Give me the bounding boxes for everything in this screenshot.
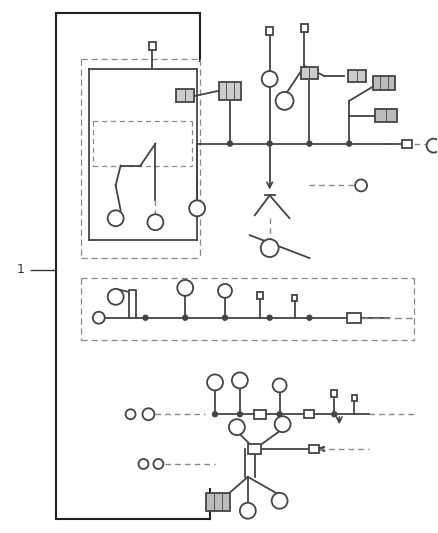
Circle shape bbox=[275, 416, 290, 432]
Circle shape bbox=[355, 180, 367, 191]
Circle shape bbox=[227, 141, 233, 146]
Circle shape bbox=[108, 289, 124, 305]
Circle shape bbox=[93, 312, 105, 324]
Bar bbox=[309, 445, 319, 453]
Circle shape bbox=[332, 411, 337, 417]
Bar bbox=[352, 395, 357, 401]
Circle shape bbox=[223, 315, 227, 320]
Bar bbox=[301, 25, 308, 32]
Bar bbox=[301, 67, 318, 79]
Bar bbox=[149, 42, 156, 50]
Bar bbox=[248, 444, 261, 454]
Bar bbox=[304, 410, 314, 418]
Circle shape bbox=[427, 139, 438, 152]
Circle shape bbox=[237, 411, 242, 417]
Circle shape bbox=[218, 284, 232, 298]
Circle shape bbox=[240, 503, 256, 519]
Circle shape bbox=[138, 459, 148, 469]
Circle shape bbox=[126, 409, 135, 419]
Bar bbox=[257, 293, 263, 300]
Circle shape bbox=[267, 315, 272, 320]
Circle shape bbox=[207, 375, 223, 390]
Bar bbox=[219, 82, 241, 100]
Circle shape bbox=[267, 141, 272, 146]
Circle shape bbox=[148, 214, 163, 230]
Circle shape bbox=[307, 315, 312, 320]
Circle shape bbox=[276, 92, 293, 110]
Circle shape bbox=[108, 211, 124, 226]
Circle shape bbox=[177, 280, 193, 296]
Circle shape bbox=[229, 419, 245, 435]
Circle shape bbox=[273, 378, 286, 392]
Circle shape bbox=[347, 141, 352, 146]
Bar bbox=[402, 140, 412, 148]
Bar bbox=[373, 76, 395, 91]
Circle shape bbox=[261, 239, 279, 257]
Circle shape bbox=[307, 141, 312, 146]
Bar bbox=[266, 27, 273, 35]
Circle shape bbox=[277, 411, 282, 417]
Circle shape bbox=[262, 71, 278, 87]
Bar bbox=[205, 493, 230, 511]
Circle shape bbox=[153, 459, 163, 469]
Bar bbox=[176, 90, 194, 102]
Circle shape bbox=[143, 315, 148, 320]
Circle shape bbox=[189, 200, 205, 216]
Bar bbox=[347, 313, 361, 322]
Circle shape bbox=[183, 315, 188, 320]
Circle shape bbox=[212, 411, 218, 417]
Bar bbox=[254, 410, 266, 419]
Circle shape bbox=[360, 184, 363, 187]
Bar bbox=[292, 295, 297, 301]
Circle shape bbox=[272, 493, 288, 508]
Circle shape bbox=[142, 408, 155, 420]
Text: 1: 1 bbox=[16, 263, 24, 277]
Bar bbox=[331, 390, 337, 397]
Bar bbox=[375, 109, 397, 122]
Circle shape bbox=[232, 373, 248, 389]
Bar bbox=[348, 70, 366, 82]
